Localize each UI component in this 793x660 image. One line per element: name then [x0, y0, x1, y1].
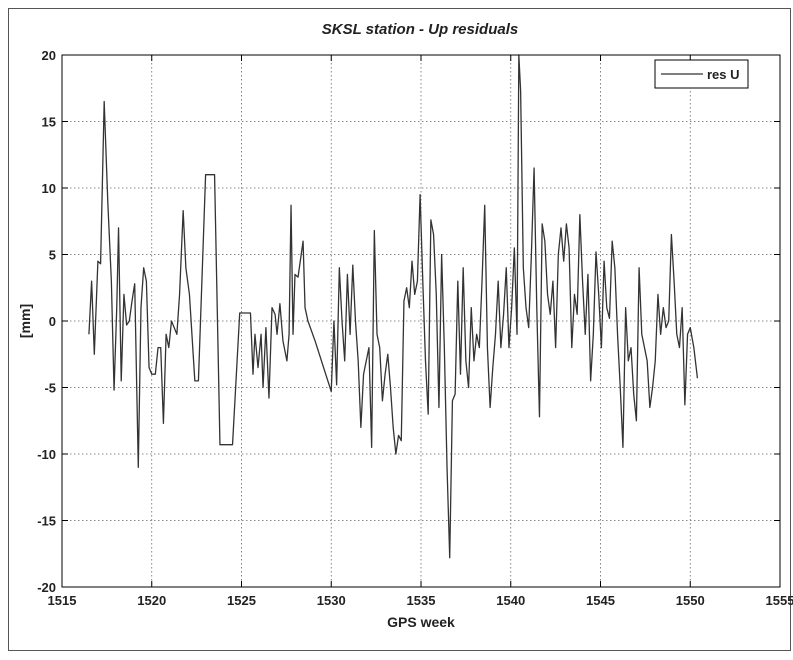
legend-label: res U: [707, 67, 740, 82]
y-tick-label: 10: [42, 181, 56, 196]
plot-border: [61, 54, 781, 588]
x-tick-label: 1535: [407, 593, 436, 608]
y-tick-label: -15: [37, 514, 56, 529]
x-tick-label: 1520: [137, 593, 166, 608]
y-tick-label: -10: [37, 447, 56, 462]
data-line: [88, 54, 699, 559]
x-tick-label: 1545: [586, 593, 615, 608]
x-axis-label: GPS week: [387, 614, 455, 630]
y-tick-label: 15: [42, 115, 56, 130]
y-axis-label: [mm]: [17, 304, 33, 338]
x-tick-label: 1530: [317, 593, 346, 608]
x-tick-label: 1515: [48, 593, 77, 608]
chart-title: SKSL station - Up residuals: [322, 21, 518, 38]
x-tick-label: 1540: [496, 593, 525, 608]
y-tick-label: 5: [49, 248, 56, 263]
x-tick-label: 1525: [227, 593, 256, 608]
y-tick-label: 0: [49, 314, 56, 329]
y-tick-label: -20: [37, 580, 56, 595]
x-tick-label: 1555: [766, 593, 793, 608]
y-tick-label: 20: [42, 48, 56, 63]
x-tick-label: 1550: [676, 593, 705, 608]
y-tick-label: -5: [44, 381, 56, 396]
